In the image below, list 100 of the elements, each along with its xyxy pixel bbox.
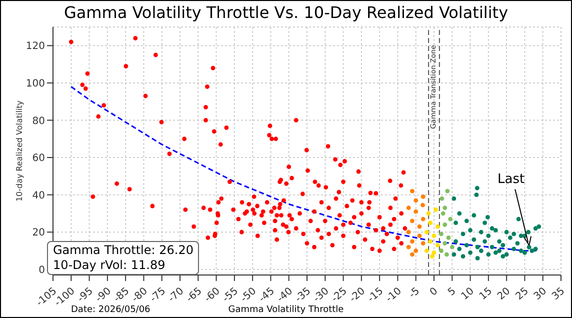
point [472,237,476,242]
point [478,248,484,253]
point [448,216,453,222]
point [522,250,527,255]
point [406,206,411,210]
point [512,232,516,236]
x-tick-label: -45 [257,286,277,305]
point [497,239,502,244]
x-tick-label: -40 [275,286,295,305]
point [526,230,531,234]
point [516,216,521,222]
x-tick-label: -20 [348,286,368,305]
x-tick-label: -80 [130,286,150,305]
x-tick-label: 10 [460,286,476,302]
point [428,220,433,225]
point [454,239,458,244]
point [426,211,431,216]
point [482,220,487,225]
x-tick-label: -65 [184,286,204,305]
x-tick-label: -5 [407,286,422,301]
point [504,230,509,234]
point [430,254,434,259]
point [482,239,487,244]
x-tick-label: -35 [293,286,314,305]
point [475,244,480,250]
chart-title: Gamma Volatility Throttle Vs. 10-Day Realized Volatility [62,3,510,22]
point [526,245,532,250]
point [452,196,456,201]
point [440,196,444,201]
point [515,241,520,246]
x-tick-label: -90 [94,286,114,305]
point [474,186,480,190]
text: Date: 2026/05/06 [71,305,150,315]
point [444,252,449,257]
x-tick-label: -15 [366,286,386,305]
point [530,248,534,253]
point [454,220,458,225]
point [536,224,542,229]
x-tick-label: 35 [550,286,568,302]
x-tick-label: -25 [330,286,350,305]
point [424,248,429,253]
x-tick-label: -70 [166,286,186,305]
point [435,242,440,248]
point [464,218,469,224]
annotation: Gamma Throttle: 26.20 [53,243,194,258]
point [406,244,411,250]
point [490,244,494,250]
point [417,224,422,229]
point [533,226,538,231]
y-tick-label: 80 [32,116,45,127]
point [500,254,506,259]
point [504,252,509,257]
point [442,222,448,227]
point [500,242,506,248]
point [435,224,440,229]
point [493,250,498,255]
point [468,228,472,232]
point [468,250,472,255]
point [410,252,414,257]
x-tick-label: -55 [220,286,240,305]
point [486,234,491,238]
point [414,198,418,203]
x-tick-label: 5 [446,286,458,298]
point [464,242,469,248]
point [417,234,422,238]
y-tick-label: 100 [26,78,45,90]
point [410,218,414,224]
point [497,248,502,253]
point [439,248,444,253]
x-tick-label: -85 [112,286,132,305]
y-tick-label: 60 [32,153,45,164]
point [486,252,491,257]
point [440,211,446,216]
point [533,246,538,252]
annotation: Last [498,172,525,188]
point [414,248,418,253]
y-tick-label: 0 [38,264,45,276]
point [460,254,466,259]
x-tick-label: 20 [496,286,513,302]
x-tick-label: -60 [202,286,222,305]
point [474,192,479,198]
point [424,230,429,234]
point [420,216,426,222]
point [432,234,436,238]
point [452,252,456,257]
point [475,256,480,260]
point [410,188,414,194]
point [493,228,498,232]
point [442,206,448,210]
y-tick-label: 20 [32,228,45,239]
x-tick-label: -30 [312,286,332,305]
point [432,250,436,255]
point [512,246,516,252]
point [457,211,462,216]
point [460,232,466,236]
point [486,214,490,220]
point [420,202,425,208]
point [508,236,512,240]
x-tick-label: 25 [514,286,531,302]
y-axis-title: 10-day Realized Volatility [14,100,24,202]
